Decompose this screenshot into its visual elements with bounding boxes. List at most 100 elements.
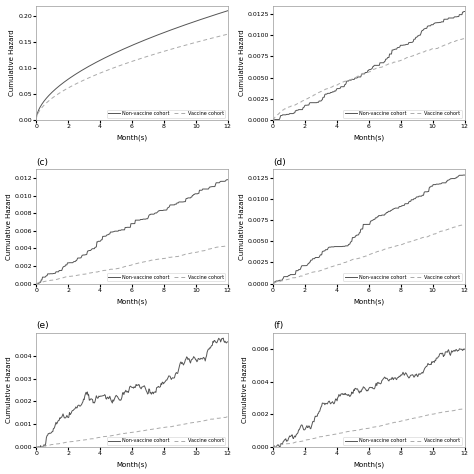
Vaccine cohort — [431, 46, 437, 52]
Non-vaccine cohort — [384, 210, 390, 215]
Line: Vaccine cohort: Vaccine cohort — [36, 34, 228, 120]
Vaccine cohort — [146, 427, 152, 432]
X-axis label: Month(s): Month(s) — [116, 298, 147, 305]
Line: Non-vaccine cohort: Non-vaccine cohort — [36, 11, 228, 120]
Vaccine cohort — [34, 113, 40, 119]
Vaccine cohort — [34, 281, 40, 286]
Vaccine cohort — [207, 36, 212, 42]
Non-vaccine cohort — [270, 445, 276, 450]
X-axis label: Month(s): Month(s) — [116, 462, 147, 468]
Line: Non-vaccine cohort: Non-vaccine cohort — [36, 180, 228, 283]
Non-vaccine cohort — [147, 212, 153, 218]
Non-vaccine cohort — [207, 345, 212, 351]
Vaccine cohort — [33, 117, 39, 123]
Vaccine cohort — [431, 231, 437, 237]
Non-vaccine cohort — [33, 281, 39, 286]
Text: (e): (e) — [36, 321, 49, 330]
Non-vaccine cohort — [220, 335, 226, 341]
Vaccine cohort — [444, 42, 449, 47]
Line: Vaccine cohort: Vaccine cohort — [273, 38, 465, 120]
Vaccine cohort — [384, 62, 390, 68]
Y-axis label: Cumulative Hazard: Cumulative Hazard — [238, 193, 245, 260]
Legend: Non-vaccine cohort, Vaccine cohort: Non-vaccine cohort, Vaccine cohort — [107, 437, 225, 445]
Y-axis label: Cumulative Hazard: Cumulative Hazard — [6, 356, 11, 423]
Non-vaccine cohort — [146, 386, 152, 392]
Vaccine cohort — [271, 281, 276, 286]
Vaccine cohort — [195, 419, 201, 425]
Legend: Non-vaccine cohort, Vaccine cohort: Non-vaccine cohort, Vaccine cohort — [107, 110, 225, 118]
Vaccine cohort — [146, 258, 152, 264]
Vaccine cohort — [147, 53, 153, 58]
Text: (c): (c) — [36, 158, 48, 167]
Non-vaccine cohort — [34, 112, 40, 118]
Non-vaccine cohort — [195, 191, 201, 197]
Vaccine cohort — [271, 116, 276, 122]
Text: (f): (f) — [273, 321, 283, 330]
Y-axis label: Cumulative Hazard: Cumulative Hazard — [9, 29, 16, 96]
Vaccine cohort — [270, 445, 276, 450]
Non-vaccine cohort — [271, 445, 276, 450]
Non-vaccine cohort — [387, 209, 393, 214]
Non-vaccine cohort — [195, 358, 201, 364]
Vaccine cohort — [444, 227, 449, 233]
Non-vaccine cohort — [225, 8, 230, 14]
Vaccine cohort — [383, 421, 389, 427]
Non-vaccine cohort — [151, 391, 156, 397]
Vaccine cohort — [33, 445, 39, 450]
Line: Non-vaccine cohort: Non-vaccine cohort — [273, 349, 465, 447]
Vaccine cohort — [34, 444, 40, 450]
Non-vaccine cohort — [431, 20, 437, 26]
Non-vaccine cohort — [383, 210, 389, 216]
Non-vaccine cohort — [151, 211, 156, 217]
Non-vaccine cohort — [225, 339, 230, 345]
X-axis label: Month(s): Month(s) — [353, 135, 384, 141]
Y-axis label: Cumulative Hazard: Cumulative Hazard — [242, 356, 248, 423]
Y-axis label: Cumulative Hazard: Cumulative Hazard — [6, 193, 11, 260]
Non-vaccine cohort — [147, 35, 153, 41]
Vaccine cohort — [195, 249, 201, 255]
Vaccine cohort — [271, 444, 276, 450]
Non-vaccine cohort — [34, 444, 40, 450]
Vaccine cohort — [147, 258, 153, 264]
Non-vaccine cohort — [147, 390, 153, 396]
Vaccine cohort — [383, 62, 389, 68]
Non-vaccine cohort — [34, 281, 40, 286]
Non-vaccine cohort — [151, 34, 156, 39]
Vaccine cohort — [383, 246, 389, 251]
Non-vaccine cohort — [271, 281, 276, 286]
Vaccine cohort — [224, 243, 230, 248]
Non-vaccine cohort — [270, 281, 276, 286]
Vaccine cohort — [151, 257, 156, 263]
Non-vaccine cohort — [462, 346, 467, 352]
Non-vaccine cohort — [270, 117, 276, 123]
Non-vaccine cohort — [271, 117, 276, 123]
Vaccine cohort — [462, 222, 467, 228]
Vaccine cohort — [387, 60, 393, 66]
Line: Non-vaccine cohort: Non-vaccine cohort — [273, 175, 465, 283]
Vaccine cohort — [384, 246, 390, 251]
Non-vaccine cohort — [456, 346, 462, 352]
Non-vaccine cohort — [146, 212, 152, 218]
Vaccine cohort — [387, 420, 393, 426]
Vaccine cohort — [207, 417, 212, 422]
Vaccine cohort — [225, 243, 230, 248]
Non-vaccine cohort — [207, 14, 212, 19]
Vaccine cohort — [270, 281, 276, 286]
Y-axis label: Cumulative Hazard: Cumulative Hazard — [238, 29, 245, 96]
Non-vaccine cohort — [444, 349, 449, 355]
Non-vaccine cohort — [384, 56, 390, 62]
Vaccine cohort — [462, 405, 467, 411]
Legend: Non-vaccine cohort, Vaccine cohort: Non-vaccine cohort, Vaccine cohort — [344, 437, 462, 445]
X-axis label: Month(s): Month(s) — [353, 298, 384, 305]
Vaccine cohort — [151, 426, 156, 432]
Non-vaccine cohort — [33, 445, 39, 450]
Vaccine cohort — [146, 53, 152, 59]
Vaccine cohort — [207, 246, 212, 252]
Non-vaccine cohort — [195, 18, 201, 23]
Non-vaccine cohort — [387, 51, 393, 57]
Non-vaccine cohort — [461, 9, 467, 14]
Line: Non-vaccine cohort: Non-vaccine cohort — [273, 11, 465, 120]
Non-vaccine cohort — [207, 184, 212, 190]
Vaccine cohort — [225, 31, 230, 37]
Vaccine cohort — [444, 409, 449, 414]
